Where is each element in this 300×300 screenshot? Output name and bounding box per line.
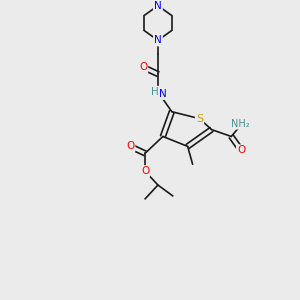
Text: N: N bbox=[159, 89, 167, 99]
Text: O: O bbox=[141, 166, 149, 176]
Text: O: O bbox=[126, 141, 134, 152]
Text: NH₂: NH₂ bbox=[231, 118, 250, 129]
Text: S: S bbox=[196, 114, 203, 124]
Text: N: N bbox=[154, 35, 162, 45]
Text: N: N bbox=[154, 1, 162, 11]
Text: O: O bbox=[237, 146, 245, 155]
Text: H: H bbox=[151, 87, 159, 97]
Text: O: O bbox=[139, 62, 147, 72]
